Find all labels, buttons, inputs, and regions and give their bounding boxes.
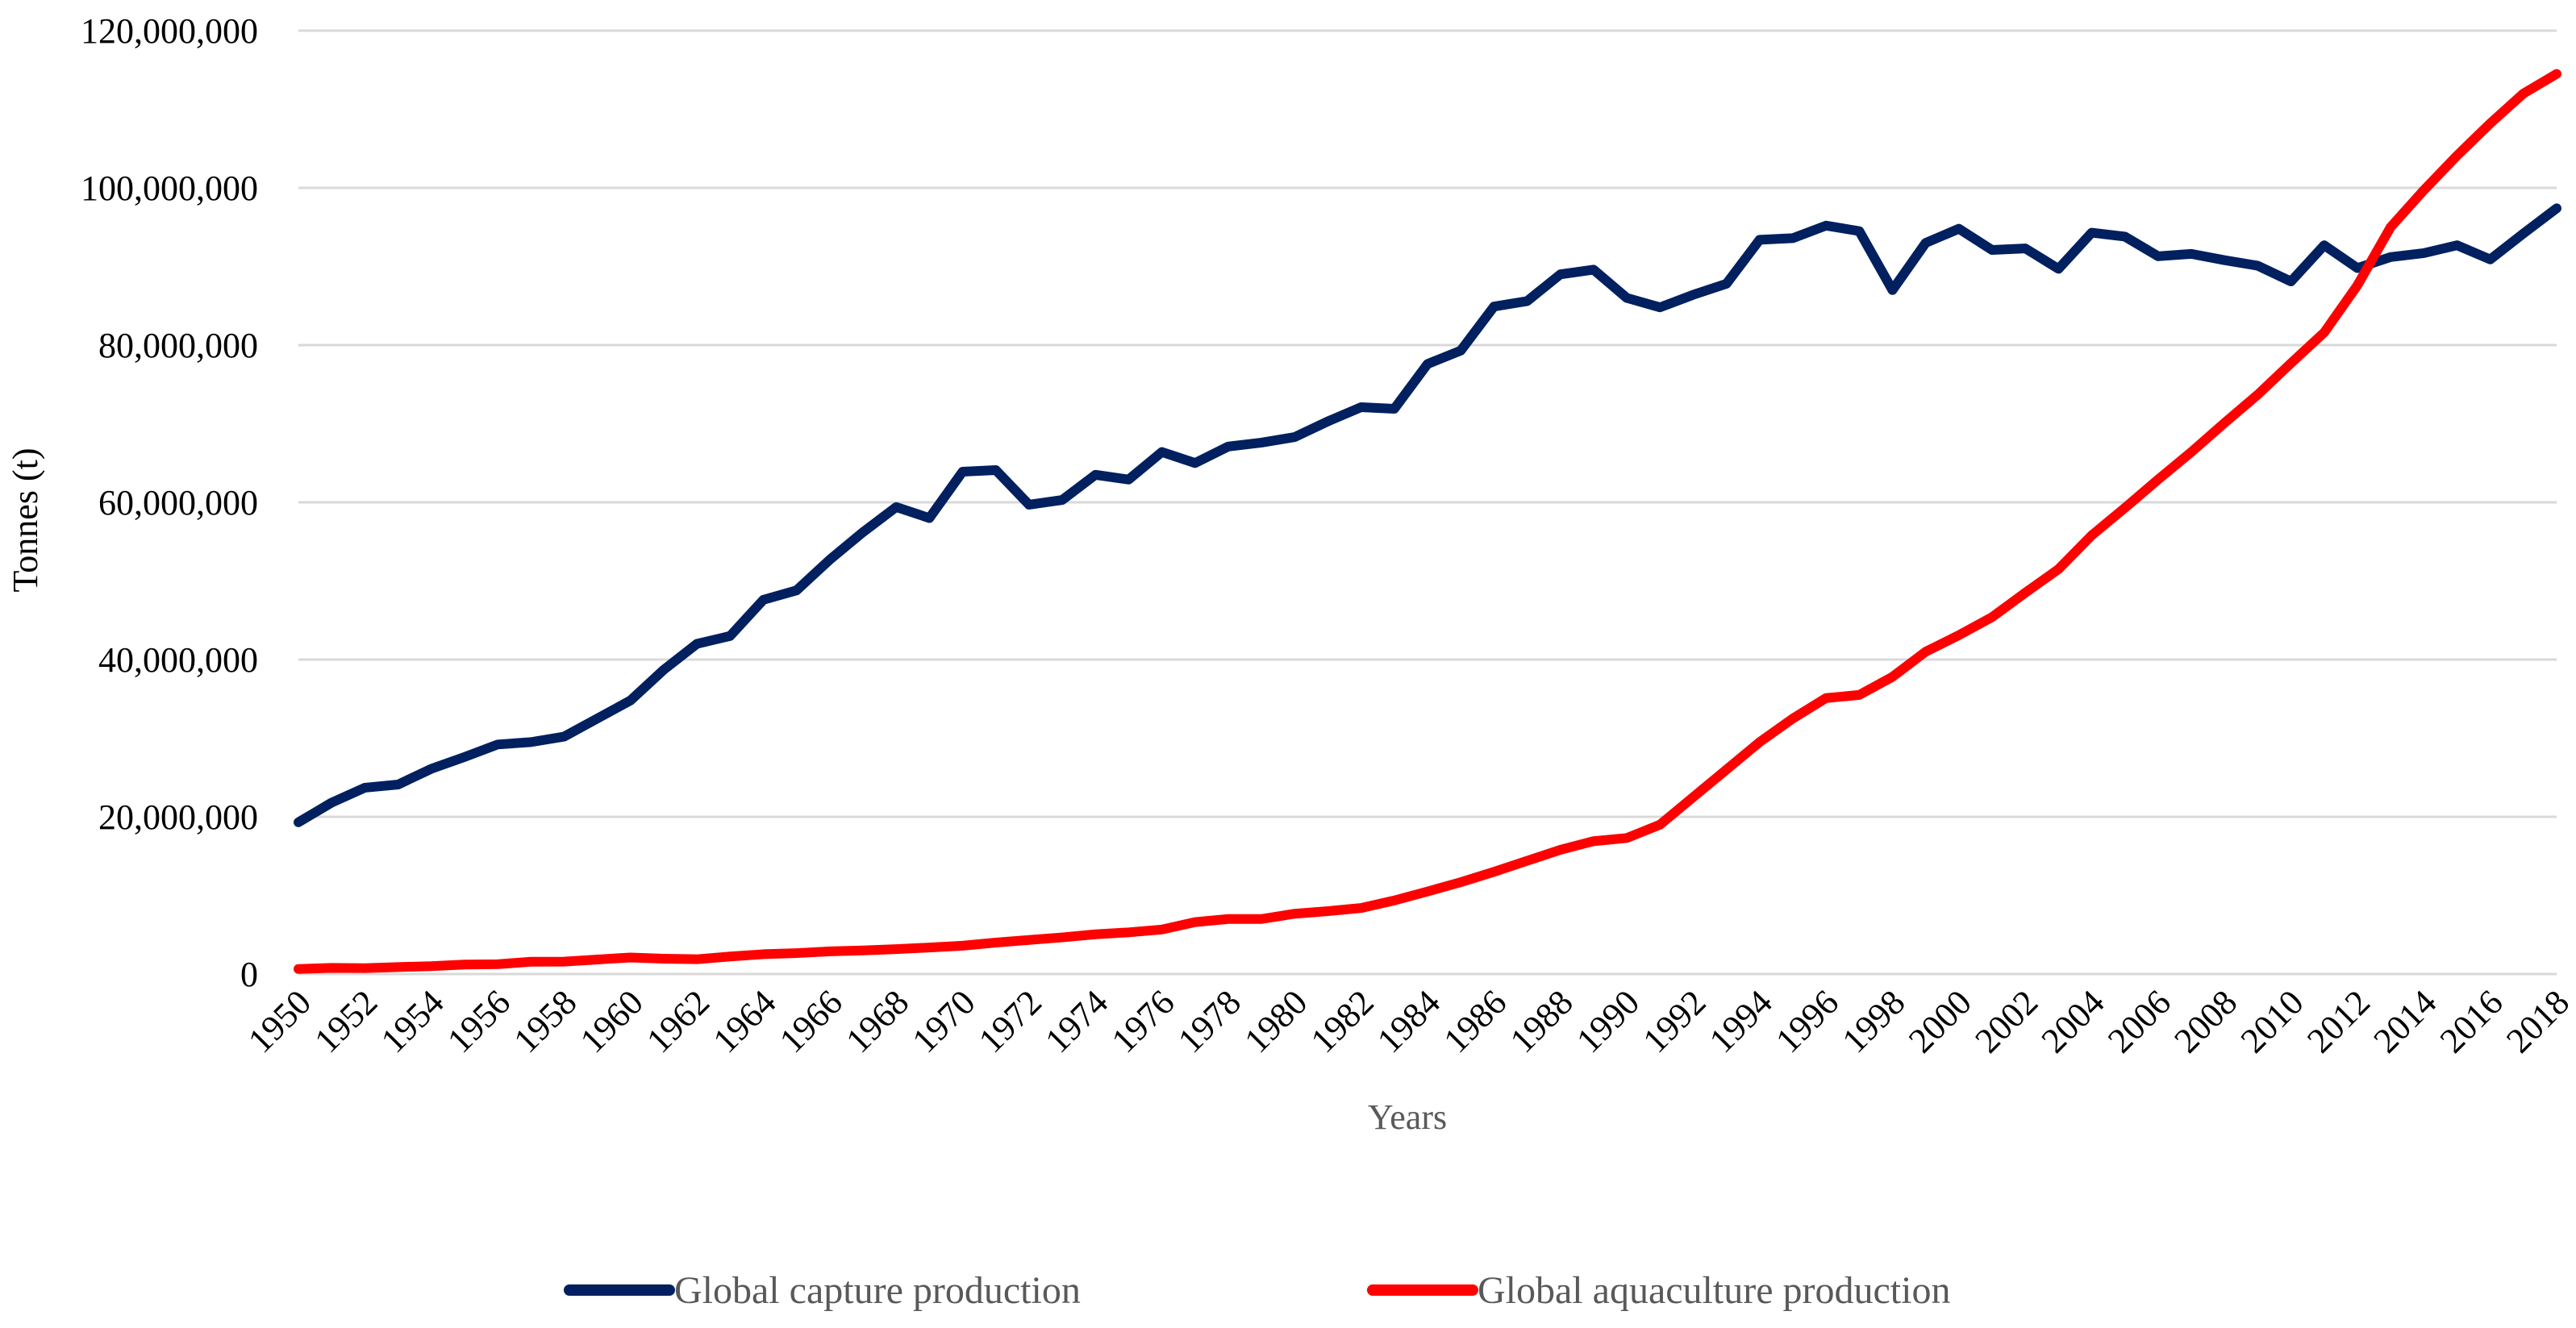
x-axis-title: Years (1368, 1097, 1447, 1137)
gridlines (298, 29, 2557, 976)
series-lines (294, 69, 2561, 974)
x-tick-label: 2018 (2499, 982, 2576, 1060)
x-tick-label: 1968 (838, 982, 916, 1060)
x-tick-label: 1992 (1636, 982, 1714, 1060)
x-tick-label: 1978 (1170, 982, 1248, 1060)
x-tick-label: 1972 (971, 982, 1049, 1060)
x-tick-label: 1958 (506, 982, 585, 1060)
x-tick-label: 1998 (1835, 982, 1913, 1060)
x-tick-label: 1980 (1236, 982, 1315, 1060)
x-tick-label: 1994 (1702, 982, 1780, 1060)
x-tick-label: 1996 (1768, 982, 1846, 1060)
x-tick-label: 2008 (2166, 982, 2245, 1060)
x-tick-label: 1966 (772, 982, 850, 1060)
x-axis-ticks: 1950195219541956195819601962196419661968… (240, 982, 2576, 1060)
x-tick-label: 1982 (1303, 982, 1382, 1060)
x-tick-label: 2010 (2233, 982, 2311, 1060)
x-tick-label: 1954 (373, 982, 452, 1060)
x-tick-label: 1964 (706, 982, 784, 1060)
x-tick-label: 1952 (307, 982, 386, 1060)
x-tick-label: 1962 (639, 982, 717, 1060)
x-tick-label: 1990 (1569, 982, 1647, 1060)
series-line-aquaculture (294, 69, 2561, 974)
legend: Global capture production Global aquacul… (564, 1269, 1950, 1312)
legend-label-aquaculture: Global aquaculture production (1478, 1269, 1950, 1312)
x-tick-label: 1956 (440, 982, 518, 1060)
x-tick-label: 2004 (2034, 982, 2112, 1060)
y-tick-label: 100,000,000 (81, 169, 258, 208)
x-tick-label: 1970 (905, 982, 983, 1060)
legend-label-capture: Global capture production (674, 1269, 1081, 1312)
x-tick-label: 1984 (1369, 982, 1448, 1060)
y-tick-label: 120,000,000 (81, 11, 258, 51)
x-tick-label: 1988 (1503, 982, 1581, 1060)
series-line-capture (294, 203, 2561, 827)
x-tick-label: 2014 (2366, 982, 2444, 1060)
x-tick-label: 1974 (1037, 982, 1115, 1060)
y-tick-label: 0 (240, 955, 258, 994)
x-tick-label: 2000 (1901, 982, 1979, 1060)
y-tick-label: 20,000,000 (98, 797, 258, 837)
y-axis-ticks: 0 20,000,000 40,000,000 60,000,000 80,000,00… (81, 11, 258, 994)
y-tick-label: 40,000,000 (98, 640, 258, 680)
x-tick-label: 1976 (1104, 982, 1182, 1060)
x-tick-label: 2016 (2432, 982, 2511, 1060)
y-tick-label: 80,000,000 (98, 326, 258, 365)
x-tick-label: 2012 (2299, 982, 2378, 1060)
x-tick-label: 1960 (573, 982, 651, 1060)
x-tick-label: 1986 (1436, 982, 1515, 1060)
y-tick-label: 60,000,000 (98, 483, 258, 522)
y-axis-title: Tonnes (t) (6, 448, 45, 593)
x-tick-label: 2002 (1967, 982, 2045, 1060)
x-tick-label: 2006 (2100, 982, 2178, 1060)
